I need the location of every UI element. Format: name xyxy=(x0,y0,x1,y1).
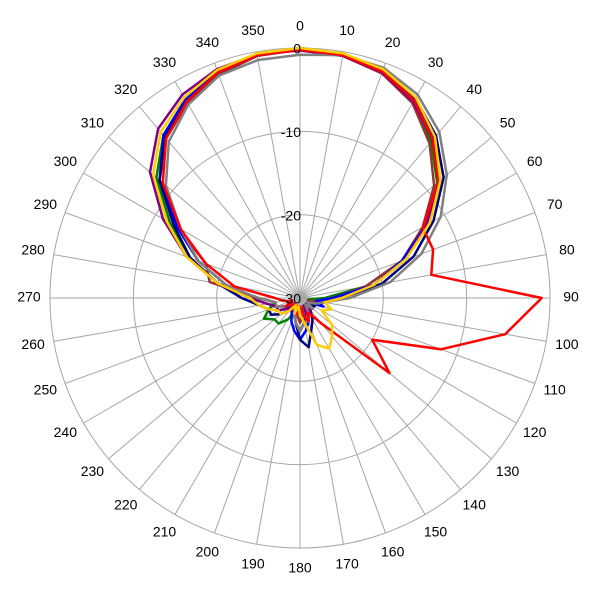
angle-tick-label: 280 xyxy=(21,242,45,258)
angle-tick-label: 340 xyxy=(196,34,220,50)
angle-tick-label: 50 xyxy=(500,115,516,131)
spoke xyxy=(53,254,301,299)
spoke xyxy=(299,62,386,299)
angle-tick-label: 140 xyxy=(463,496,487,512)
angle-tick-label: 240 xyxy=(54,424,78,440)
pattern-trace xyxy=(151,46,442,350)
angle-tick-label: 10 xyxy=(339,22,355,38)
angle-tick-label: 40 xyxy=(466,81,482,97)
angle-tick-label: 60 xyxy=(527,153,543,169)
spoke xyxy=(108,136,301,299)
spoke xyxy=(83,172,301,299)
spoke xyxy=(256,51,301,299)
angle-tick-label: 320 xyxy=(114,81,138,97)
angle-tick-label: 200 xyxy=(196,543,220,559)
angle-tick-label: 330 xyxy=(153,54,177,70)
angle-tick-label: 110 xyxy=(543,381,566,397)
angle-tick-label: 130 xyxy=(496,463,520,479)
pattern-trace xyxy=(161,48,543,375)
angle-tick-label: 20 xyxy=(385,34,401,50)
angle-tick-label: 150 xyxy=(424,523,448,539)
spoke xyxy=(299,172,517,299)
angle-tick-label: 220 xyxy=(114,496,138,512)
spoke xyxy=(299,212,536,299)
spoke xyxy=(299,254,547,299)
angle-tick-label: 230 xyxy=(81,463,105,479)
angle-tick-label: 250 xyxy=(34,381,58,397)
spoke xyxy=(214,297,301,534)
pattern-trace xyxy=(158,46,445,349)
angle-tick-label: 90 xyxy=(563,289,579,305)
angle-tick-label: 210 xyxy=(153,523,177,539)
spoke xyxy=(299,297,517,424)
angle-tick-label: 190 xyxy=(241,556,265,572)
angle-tick-label: 170 xyxy=(335,556,359,572)
spoke xyxy=(174,297,301,515)
spoke xyxy=(299,297,462,490)
angle-tick-label: 290 xyxy=(34,196,58,212)
angle-tick-label: 160 xyxy=(381,543,405,559)
angle-tick-label: 80 xyxy=(559,242,575,258)
angle-tick-label: 100 xyxy=(555,336,579,352)
grid xyxy=(49,47,551,549)
spoke xyxy=(299,297,536,384)
angle-tick-label: 350 xyxy=(241,22,265,38)
traces xyxy=(148,46,543,375)
angle-tick-label: 310 xyxy=(81,115,105,131)
spoke xyxy=(299,136,492,299)
spoke xyxy=(299,51,344,299)
spoke xyxy=(214,62,301,299)
spoke xyxy=(108,297,301,460)
spoke xyxy=(138,297,301,490)
angle-tick-label: 300 xyxy=(54,153,78,169)
angle-tick-label: 270 xyxy=(17,289,41,305)
radial-tick-label: -30 xyxy=(281,291,301,307)
spoke xyxy=(299,297,426,515)
radial-tick-label: -20 xyxy=(281,207,301,223)
angle-tick-label: 180 xyxy=(288,560,312,576)
angle-tick-label: 70 xyxy=(547,196,563,212)
spoke xyxy=(64,212,301,299)
radial-tick-label: -10 xyxy=(281,124,301,140)
angle-tick-label: 30 xyxy=(428,54,444,70)
spoke xyxy=(299,297,386,534)
spoke xyxy=(64,297,301,384)
spoke xyxy=(174,81,301,299)
spoke xyxy=(256,297,301,545)
spoke xyxy=(299,81,426,299)
labels: 0 10 20 30 40 50 60 70 80 90 100 110 120 130 140 150 160… xyxy=(17,18,579,576)
angle-tick-label: 260 xyxy=(21,336,45,352)
radial-tick-label: 0 xyxy=(293,41,301,57)
angle-tick-label: 0 xyxy=(296,18,304,34)
spoke xyxy=(299,297,344,545)
angle-tick-label: 120 xyxy=(523,424,547,440)
